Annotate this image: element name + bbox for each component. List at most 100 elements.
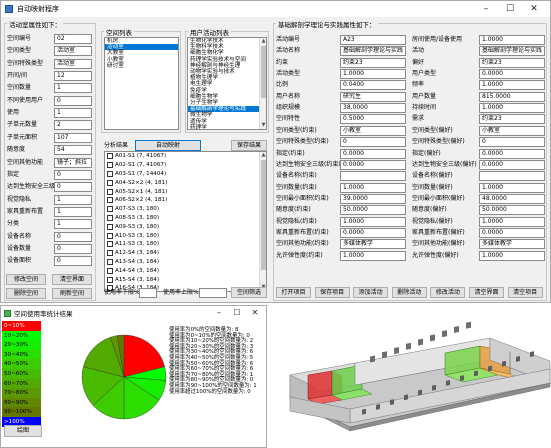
space-action-button[interactable]: 清空界面 [52, 274, 92, 285]
space-field-value[interactable]: 0 [54, 256, 92, 267]
analysis-result-item[interactable]: A02-S1 (7, 41067) [105, 161, 266, 170]
space-field-value[interactable]: 0 [54, 231, 92, 242]
space-field-value[interactable]: 1 [54, 206, 92, 217]
space-list-item[interactable]: 活动室 [105, 44, 178, 51]
activity-list-item[interactable]: 遗传学 [190, 118, 207, 125]
analysis-result-item[interactable]: A16-S4 (3, 184) [105, 284, 266, 291]
analysis-result-item[interactable]: A14-S4 (3, 184) [105, 266, 266, 275]
analysis-result-item[interactable]: A15-S4 (3, 184) [105, 275, 266, 284]
activity-field-value[interactable]: 0.0000 [479, 159, 545, 170]
checkbox[interactable] [107, 153, 113, 160]
space-field-value[interactable]: 0 [54, 182, 92, 193]
activity-field-value[interactable]: 50.0000 [479, 205, 545, 216]
space-listbox[interactable]: 机房 活动室 大教室 小教室 研讨室 [104, 37, 179, 130]
activity-action-button[interactable]: 保存项目 [314, 287, 350, 298]
space-field-value[interactable]: 0 [54, 169, 92, 180]
analysis-result-item[interactable]: A09-S3 (3, 180) [105, 222, 266, 231]
analysis-list[interactable]: A01-S1 (7, 41067) A02-S1 (7, 41067) A03-S1… [104, 151, 267, 292]
filter-upper-input[interactable] [199, 288, 227, 298]
maximize-button[interactable]: ☐ [233, 308, 241, 317]
space-filter-button[interactable]: 空间筛选 [231, 287, 267, 298]
checkbox[interactable] [107, 250, 113, 257]
checkbox[interactable] [107, 285, 113, 291]
activity-list-item[interactable]: 微生物学 [190, 112, 213, 119]
activity-list-item[interactable]: 植物生理学 [190, 75, 218, 82]
activity-list-item[interactable]: 细胞生物学 [190, 93, 218, 100]
scroll-up-icon[interactable]: ▲ [261, 38, 266, 44]
minimize-button[interactable]: – [483, 4, 489, 14]
activity-field-value[interactable]: 0.0400 [340, 80, 406, 91]
checkbox[interactable] [107, 206, 113, 213]
activity-field-value[interactable]: 1.0000 [479, 35, 545, 45]
checkbox[interactable] [107, 276, 113, 283]
space-field-value[interactable]: 54 [54, 145, 92, 156]
activity-field-value[interactable]: 基础解剖学理论与实践 [479, 46, 545, 57]
activity-field-value[interactable]: 1.0000 [340, 69, 406, 80]
activity-field-value[interactable]: 约束23 [479, 57, 545, 68]
activity-field-value[interactable]: 约束23 [340, 57, 406, 68]
activity-scrollbar[interactable]: ▲ ▼ [259, 38, 266, 129]
activity-action-button[interactable]: 修改活动 [430, 287, 466, 298]
activity-list-item[interactable]: 细胞生物化学 [190, 50, 224, 57]
activity-field-value[interactable]: 1.0000 [479, 182, 545, 193]
minimize-button[interactable]: – [217, 308, 221, 317]
checkbox[interactable] [107, 223, 113, 230]
space-field-value[interactable]: 0 [54, 95, 92, 106]
scroll-thumb[interactable] [261, 160, 266, 270]
activity-field-value[interactable]: 0.0000 [340, 159, 406, 170]
space-field-value[interactable]: 02 [54, 34, 92, 44]
space-action-button[interactable]: 删除空间 [6, 288, 46, 299]
activity-field-value[interactable]: 0.0000 [479, 227, 545, 238]
activity-listbox[interactable]: 生物化学技术 生物科学技术 细胞生物化学 药理学实验技术与空间 神经解剖与神经生理 动物学… [187, 37, 267, 130]
activity-field-value[interactable] [479, 171, 545, 182]
space-field-value[interactable]: 1 [54, 219, 92, 230]
activity-list-item[interactable]: 基础解剖学理论与实践 [188, 106, 266, 113]
activity-list-item[interactable]: 神经解剖与神经生理 [190, 62, 241, 69]
space-field-value[interactable]: 活动室 [54, 58, 92, 69]
activity-field-value[interactable]: 50.0000 [340, 205, 406, 216]
checkbox[interactable] [107, 258, 113, 265]
analysis-result-item[interactable]: A05-S2×1 (4, 181) [105, 187, 266, 196]
analysis-result-item[interactable]: A10-S3 (3, 180) [105, 231, 266, 240]
activity-action-button[interactable]: 删除活动 [391, 287, 427, 298]
activity-action-button[interactable]: 清空项目 [507, 287, 543, 298]
activity-field-value[interactable] [340, 171, 406, 182]
activity-field-value[interactable]: 0 [479, 137, 545, 148]
space-field-value[interactable]: 1 [54, 83, 92, 94]
analysis-result-item[interactable]: A12-S4 (3, 184) [105, 249, 266, 258]
activity-field-value[interactable]: 38.0000 [340, 103, 406, 114]
activity-list-item[interactable]: 动物学实验与技术 [190, 69, 235, 76]
space-field-value[interactable]: 1 [54, 194, 92, 205]
space-field-value[interactable]: 107 [54, 132, 92, 143]
activity-field-value[interactable]: 39.0000 [340, 193, 406, 204]
draw-button[interactable]: 绘图 [4, 425, 42, 437]
space-action-button[interactable]: 修改空间 [6, 274, 46, 285]
activity-field-value[interactable]: 1.0000 [340, 182, 406, 193]
activity-field-value[interactable]: 约束23 [479, 114, 545, 125]
checkbox[interactable] [107, 267, 113, 274]
analysis-scrollbar[interactable]: ▲ ▼ [259, 152, 266, 291]
activity-field-value[interactable]: 1.0000 [479, 250, 545, 261]
space-field-value[interactable]: 活动室 [54, 46, 92, 57]
activity-field-value[interactable]: 0 [340, 137, 406, 148]
space-list-item[interactable]: 小教室 [107, 56, 124, 63]
close-button[interactable]: ✕ [251, 308, 259, 317]
activity-field-value[interactable]: 研究生 [340, 91, 406, 102]
activity-field-value[interactable]: 1.0000 [479, 103, 545, 114]
activity-field-value[interactable]: 0.0000 [479, 69, 545, 80]
checkbox[interactable] [107, 170, 113, 177]
space-field-value[interactable]: 0 [54, 243, 92, 254]
activity-field-value[interactable]: 0.5000 [340, 114, 406, 125]
space-list-item[interactable]: 研讨室 [107, 62, 124, 69]
space-field-value[interactable]: 1 [54, 108, 92, 119]
activity-action-button[interactable]: 添加活动 [353, 287, 389, 298]
activity-field-value[interactable]: 0.0000 [479, 148, 545, 159]
activity-field-value[interactable]: 多媒体教学 [340, 239, 406, 250]
checkbox[interactable] [107, 197, 113, 204]
checkbox[interactable] [107, 162, 113, 169]
building-3d-view[interactable] [270, 305, 551, 448]
space-field-value[interactable]: 2 [54, 120, 92, 131]
activity-field-value[interactable]: 基础解剖学理论与实践 [340, 46, 406, 57]
activity-list-item[interactable]: 生物科学技术 [190, 44, 224, 51]
checkbox[interactable] [107, 214, 113, 221]
